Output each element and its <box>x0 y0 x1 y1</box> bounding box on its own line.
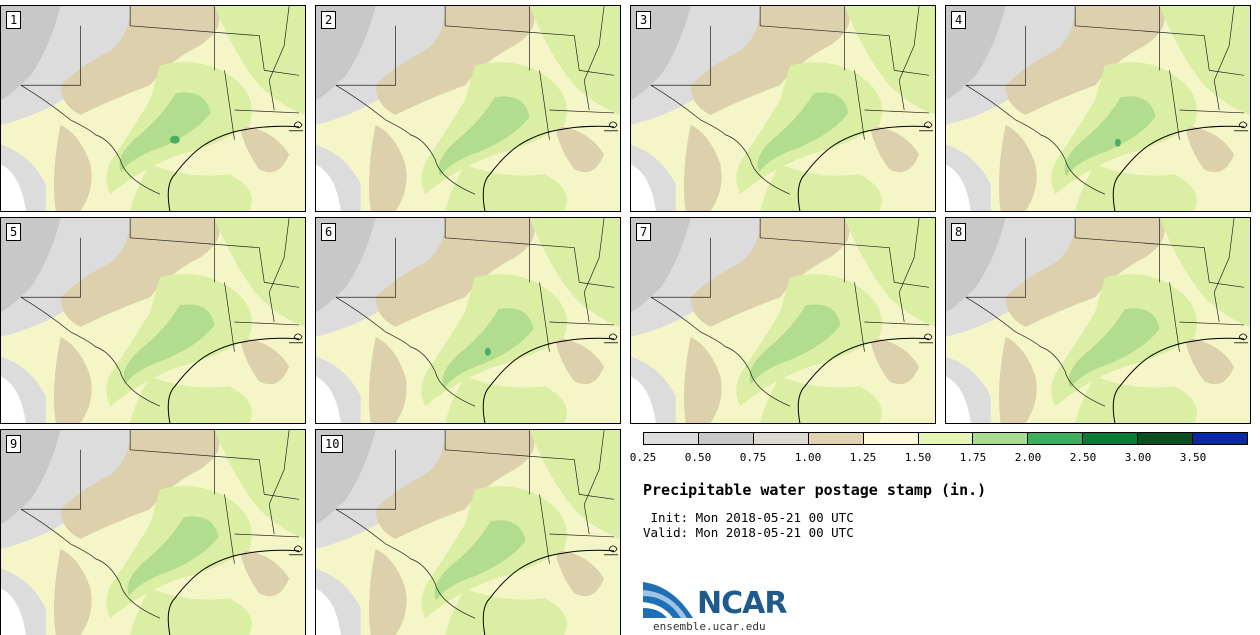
postage-stamp-panel: 5 <box>0 217 306 424</box>
colorbar-swatch-4 <box>808 433 864 444</box>
colorbar-swatch-9 <box>1083 433 1139 444</box>
member-number-label: 1 <box>6 11 22 29</box>
colorbar-swatch-3 <box>753 433 809 444</box>
ncar-logo-icon <box>643 582 693 618</box>
postage-stamp-panel: 2 <box>315 5 621 212</box>
colorbar-tick-label: 0.25 <box>629 451 657 464</box>
init-time: Init: Mon 2018-05-21 00 UTC <box>643 510 854 525</box>
colorbar-swatch-2 <box>698 433 754 444</box>
postage-stamp-panel: 8 <box>945 217 1251 424</box>
colorbar-swatch-6 <box>918 433 974 444</box>
member-number-label: 10 <box>321 435 344 453</box>
postage-stamp-panel: 1 <box>0 5 306 212</box>
member-number-label: 3 <box>636 11 652 29</box>
colorbar-tick-label: 2.50 <box>1069 451 1097 464</box>
postage-stamp-panel: 7 <box>630 217 936 424</box>
postage-stamp-panel: 6 <box>315 217 621 424</box>
colorbar-swatch-8 <box>1028 433 1084 444</box>
member-number-label: 8 <box>951 223 967 241</box>
member-number-label: 7 <box>636 223 652 241</box>
member-number-label: 9 <box>6 435 22 453</box>
colorbar-swatch-5 <box>863 433 919 444</box>
website-url: ensemble.ucar.edu <box>653 620 766 633</box>
member-number-label: 6 <box>321 223 337 241</box>
colorbar-tick-label: 0.75 <box>739 451 767 464</box>
colorbar-tick-label: 0.50 <box>684 451 712 464</box>
postage-stamp-panel: 10 <box>315 429 621 635</box>
colorbar-swatch-1 <box>644 433 699 444</box>
postage-stamp-panel: 4 <box>945 5 1251 212</box>
colorbar-swatch-7 <box>973 433 1029 444</box>
valid-time: Valid: Mon 2018-05-21 00 UTC <box>643 525 854 540</box>
member-number-label: 4 <box>951 11 967 29</box>
postage-stamp-panel: 3 <box>630 5 936 212</box>
colorbar <box>643 432 1248 445</box>
colorbar-tick-label: 3.00 <box>1124 451 1152 464</box>
postage-stamp-panel: 9 <box>0 429 306 635</box>
member-number-label: 2 <box>321 11 337 29</box>
colorbar-tick-label: 1.25 <box>849 451 877 464</box>
colorbar-tick-label: 1.50 <box>904 451 932 464</box>
ncar-logo-text: NCAR <box>697 586 787 621</box>
member-number-label: 5 <box>6 223 22 241</box>
colorbar-tick-label: 2.00 <box>1014 451 1042 464</box>
colorbar-tick-label: 3.50 <box>1179 451 1207 464</box>
plot-title: Precipitable water postage stamp (in.) <box>643 481 987 499</box>
colorbar-tick-label: 1.75 <box>959 451 987 464</box>
colorbar-swatch-11 <box>1193 433 1247 444</box>
colorbar-swatch-10 <box>1138 433 1194 444</box>
colorbar-tick-label: 1.00 <box>794 451 822 464</box>
